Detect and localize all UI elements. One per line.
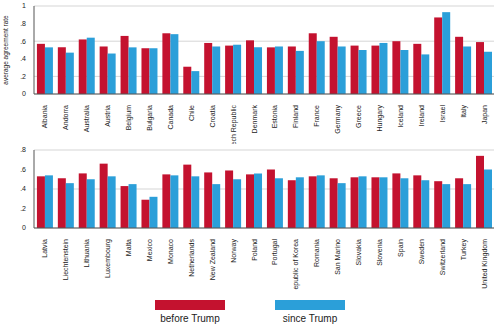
svg-text:Israel: Israel	[439, 105, 446, 123]
svg-text:Mexico: Mexico	[146, 239, 153, 261]
svg-text:Albania: Albania	[41, 105, 48, 128]
svg-text:Austria: Austria	[104, 105, 111, 127]
svg-text:Norway: Norway	[230, 239, 238, 263]
svg-text:average agreement rate: average agreement rate	[8, 15, 10, 85]
svg-text:Monaco: Monaco	[167, 239, 174, 264]
svg-text:Croatia: Croatia	[209, 105, 216, 128]
svg-text:Sweden: Sweden	[418, 239, 425, 264]
svg-text:Liechtenstein: Liechtenstein	[62, 239, 69, 280]
svg-text:Australia: Australia	[83, 105, 90, 132]
svg-text:Czech Republic: Czech Republic	[230, 105, 238, 144]
svg-text:Greece: Greece	[355, 105, 362, 128]
svg-text:New Zealand: New Zealand	[209, 239, 216, 280]
svg-text:Italy: Italy	[460, 105, 468, 118]
svg-text:Germany: Germany	[334, 105, 342, 134]
svg-text:Luxembourg: Luxembourg	[104, 239, 112, 278]
svg-text:.4: .4	[20, 55, 26, 62]
svg-text:.2: .2	[20, 205, 26, 212]
svg-text:Estonia: Estonia	[271, 105, 278, 128]
svg-text:0: 0	[22, 90, 26, 97]
svg-text:Japan: Japan	[481, 105, 489, 124]
svg-text:Turkey: Turkey	[460, 239, 468, 261]
svg-text:Chile: Chile	[188, 105, 195, 121]
svg-text:0: 0	[22, 224, 26, 231]
svg-text:Hungary: Hungary	[376, 105, 384, 132]
svg-text:Iceland: Iceland	[397, 105, 404, 128]
svg-text:.8: .8	[20, 20, 26, 27]
svg-text:.8: .8	[20, 146, 26, 153]
svg-text:France: France	[313, 105, 320, 127]
svg-text:Portugal: Portugal	[271, 239, 279, 266]
svg-text:San Marino: San Marino	[334, 239, 341, 275]
svg-text:Belgium: Belgium	[125, 105, 133, 130]
svg-text:Ireland: Ireland	[418, 105, 425, 127]
svg-text:Andorra: Andorra	[62, 105, 69, 130]
svg-text:.2: .2	[20, 73, 26, 80]
svg-text:Finland: Finland	[292, 105, 299, 128]
html-text:before Trump: before Trump	[160, 313, 220, 324]
svg-text:1: 1	[22, 2, 26, 9]
svg-text:.6: .6	[20, 38, 26, 45]
svg-text:Netherlands: Netherlands	[188, 239, 195, 277]
svg-text:.4: .4	[20, 185, 26, 192]
svg-text:Malta: Malta	[125, 239, 132, 256]
svg-text:Romania: Romania	[313, 239, 320, 267]
svg-text:Lithuania: Lithuania	[83, 239, 90, 268]
svg-text:Latvia: Latvia	[41, 239, 48, 258]
svg-text:United Kingdom: United Kingdom	[481, 239, 489, 289]
svg-text:.6: .6	[20, 166, 26, 173]
svg-text:Canada: Canada	[167, 105, 174, 130]
svg-text:Slovenia: Slovenia	[376, 239, 383, 266]
svg-text:Republic of Korea: Republic of Korea	[292, 239, 300, 290]
svg-text:Spain: Spain	[397, 239, 405, 257]
svg-text:Denmark: Denmark	[251, 105, 258, 134]
svg-text:Slovakia: Slovakia	[355, 239, 362, 266]
svg-text:Bulgaria: Bulgaria	[146, 105, 154, 131]
svg-text:Switzerland: Switzerland	[439, 239, 446, 275]
svg-text:Poland: Poland	[251, 239, 258, 261]
html-text:since Trump: since Trump	[282, 313, 338, 324]
